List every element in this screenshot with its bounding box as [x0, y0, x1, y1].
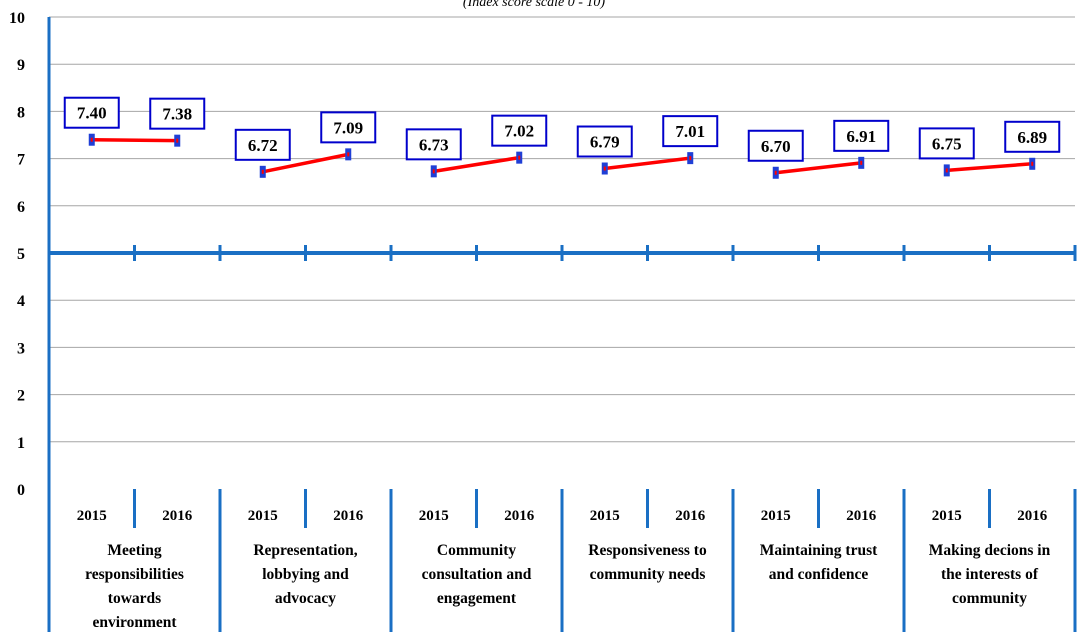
data-label-box: [491, 114, 548, 147]
series-segment: [775, 161, 862, 175]
x-year-label: 2016: [1017, 508, 1048, 524]
x-group-label: community needs: [590, 566, 706, 583]
gridlines: [49, 16, 1075, 443]
x-group-label: responsibilities: [85, 566, 184, 583]
data-label: 7.40: [77, 104, 107, 123]
x-group-label: Maintaining trust: [760, 542, 878, 559]
data-point-center: [603, 166, 606, 171]
x-group-label: Making decions in: [929, 542, 1051, 559]
y-tick-label: 0: [17, 482, 25, 499]
data-point-center: [1031, 161, 1034, 166]
y-tick-label: 10: [9, 10, 25, 27]
data-label: 6.75: [932, 134, 962, 153]
data-point-center: [518, 155, 521, 160]
y-tick-label: 1: [17, 435, 25, 452]
x-group-label: towards: [108, 590, 161, 607]
data-label-box: [234, 128, 291, 161]
x-group-label: Meeting: [107, 542, 161, 559]
x-group-label: Representation,: [253, 542, 357, 559]
y-axis: 0 1 2 3 4 5 6 7 8 9 10: [9, 10, 51, 632]
series-segment: [946, 162, 1033, 173]
x-group-label: Responsiveness to: [588, 542, 707, 559]
data-label: 7.02: [504, 122, 534, 141]
x-year-label: 2016: [504, 508, 535, 524]
y-tick-label: 5: [17, 246, 25, 263]
series-segment: [91, 137, 178, 143]
x-year-label: 2015: [248, 508, 278, 524]
data-point-center: [432, 169, 435, 174]
data-label: 6.70: [761, 137, 791, 156]
data-label-box: [1004, 120, 1061, 153]
x-group-label: lobbying and: [262, 566, 349, 583]
x-group-label: environment: [92, 614, 177, 631]
x-group-label: Community: [437, 542, 516, 559]
x-year-label: 2015: [761, 508, 791, 524]
y-tick-label: 7: [17, 152, 25, 169]
data-label-box: [63, 96, 120, 129]
data-label-box: [833, 119, 890, 152]
data-label-box: [405, 128, 462, 161]
data-label: 6.91: [846, 127, 876, 146]
data-point-center: [261, 169, 264, 174]
data-label: 7.38: [162, 105, 192, 124]
series-segment: [604, 156, 691, 171]
data-point-center: [90, 137, 93, 142]
data-label: 6.73: [419, 135, 449, 154]
data-labels: 7.40 7.38 6.72 7.09 6.73 7.02 6.79 7.01 6.70 6.91…: [63, 96, 1061, 162]
y-tick-label: 9: [17, 57, 25, 74]
data-label-box: [320, 111, 377, 144]
x-group-label: advocacy: [275, 590, 336, 607]
y-tick-label: 3: [17, 340, 25, 357]
data-point-center: [774, 170, 777, 175]
data-label: 6.72: [248, 136, 278, 155]
y-tick-label: 4: [17, 293, 25, 310]
x-year-label: 2016: [675, 508, 706, 524]
y-tick-label: 2: [17, 388, 25, 405]
chart-subtitle: (Index score scale 0 - 10): [463, 0, 605, 10]
y-tick-label: 6: [17, 199, 25, 216]
data-point-center: [689, 156, 692, 161]
series-segment: [433, 155, 520, 174]
x-group-label: consultation and: [422, 566, 532, 583]
x-year-label: 2015: [77, 508, 107, 524]
series-lines: [88, 133, 1036, 179]
x-year-label: 2015: [419, 508, 449, 524]
reference-line: [47, 245, 1077, 261]
data-point-center: [176, 138, 179, 143]
data-point-center: [945, 168, 948, 173]
x-year-label: 2015: [932, 508, 962, 524]
x-year-label: 2016: [162, 508, 193, 524]
data-label-box: [576, 125, 633, 158]
data-label: 7.01: [675, 122, 705, 141]
x-group-label: community: [952, 590, 1027, 607]
series-segment: [262, 152, 349, 174]
data-label: 7.09: [333, 118, 363, 137]
y-tick-label: 8: [17, 104, 25, 121]
x-axis: 2015 2016 Meeting responsibilities towards en…: [47, 489, 1077, 632]
data-label-box: [662, 115, 719, 148]
x-year-label: 2015: [590, 508, 620, 524]
data-point-center: [347, 152, 350, 157]
data-point-center: [860, 160, 863, 165]
x-group-label: engagement: [437, 590, 517, 607]
data-label: 6.79: [590, 133, 620, 152]
data-label-box: [918, 127, 975, 160]
data-label: 6.89: [1017, 128, 1047, 147]
data-label-box: [149, 97, 206, 130]
x-group-label: the interests of: [941, 566, 1039, 583]
x-group-label: and confidence: [769, 566, 869, 583]
x-year-label: 2016: [333, 508, 364, 524]
x-year-label: 2016: [846, 508, 877, 524]
data-label-box: [747, 129, 804, 162]
